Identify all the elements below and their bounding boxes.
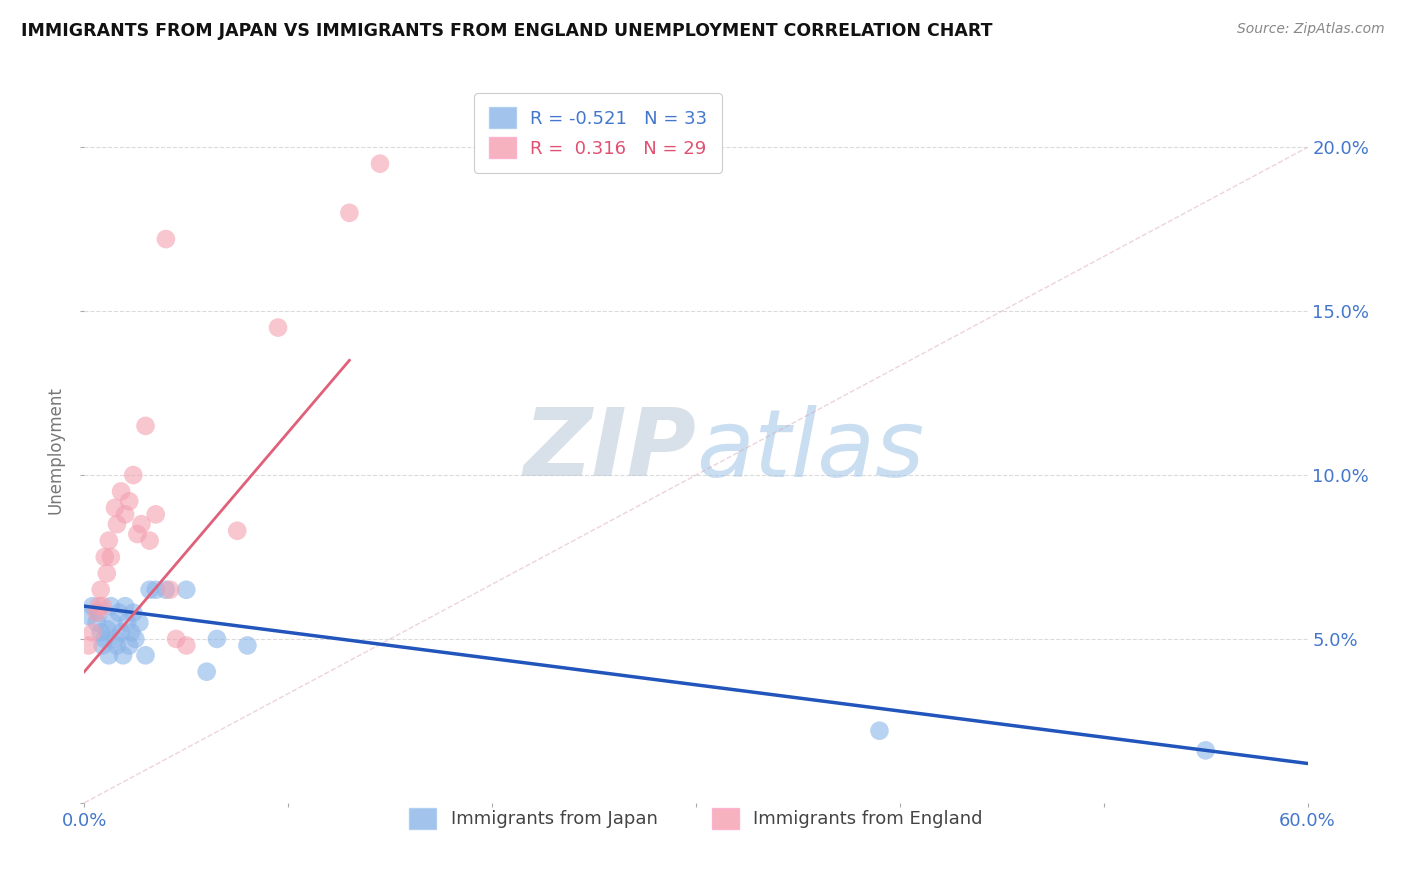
Point [135, 648, 157, 663]
Point [174, 582, 197, 597]
Point [91, 599, 114, 614]
Text: atlas: atlas [696, 405, 924, 496]
Point [131, 517, 153, 532]
Point [869, 723, 891, 738]
Point [112, 648, 135, 663]
Point [368, 156, 391, 170]
Point [174, 639, 197, 653]
Point [105, 639, 128, 653]
Point [93, 549, 115, 564]
Point [128, 615, 150, 630]
Point [100, 599, 122, 614]
Point [155, 232, 177, 246]
Legend: Immigrants from Japan, Immigrants from England: Immigrants from Japan, Immigrants from E… [395, 793, 997, 843]
Point [100, 549, 122, 564]
Point [122, 606, 145, 620]
Point [86, 606, 108, 620]
Point [104, 500, 127, 515]
Point [108, 606, 131, 620]
Point [96, 566, 118, 581]
Point [91, 639, 114, 653]
Point [339, 206, 361, 220]
Point [114, 599, 136, 614]
Point [135, 418, 157, 433]
Point [165, 632, 187, 646]
Point [118, 639, 141, 653]
Point [110, 484, 132, 499]
Text: Source: ZipAtlas.com: Source: ZipAtlas.com [1237, 22, 1385, 37]
Point [1195, 743, 1218, 757]
Point [90, 625, 112, 640]
Point [145, 582, 167, 597]
Point [267, 320, 290, 334]
Point [138, 533, 160, 548]
Point [118, 494, 141, 508]
Point [96, 622, 118, 636]
Y-axis label: Unemployment: Unemployment [46, 386, 65, 515]
Point [236, 639, 259, 653]
Point [90, 582, 112, 597]
Point [195, 665, 218, 679]
Point [145, 508, 167, 522]
Point [97, 533, 120, 548]
Point [97, 648, 120, 663]
Point [77, 609, 100, 624]
Point [114, 508, 136, 522]
Point [93, 632, 115, 646]
Point [122, 468, 145, 483]
Point [110, 625, 132, 640]
Point [77, 639, 100, 653]
Point [127, 527, 149, 541]
Point [87, 606, 110, 620]
Point [138, 582, 160, 597]
Point [124, 632, 146, 646]
Point [82, 599, 104, 614]
Point [120, 625, 142, 640]
Point [115, 615, 138, 630]
Point [159, 582, 181, 597]
Point [101, 615, 124, 630]
Point [105, 517, 128, 532]
Text: IMMIGRANTS FROM JAPAN VS IMMIGRANTS FROM ENGLAND UNEMPLOYMENT CORRELATION CHART: IMMIGRANTS FROM JAPAN VS IMMIGRANTS FROM… [21, 22, 993, 40]
Point [155, 582, 177, 597]
Point [82, 625, 104, 640]
Point [87, 599, 110, 614]
Point [226, 524, 249, 538]
Point [205, 632, 228, 646]
Point [86, 615, 108, 630]
Point [104, 632, 127, 646]
Text: ZIP: ZIP [523, 404, 696, 497]
